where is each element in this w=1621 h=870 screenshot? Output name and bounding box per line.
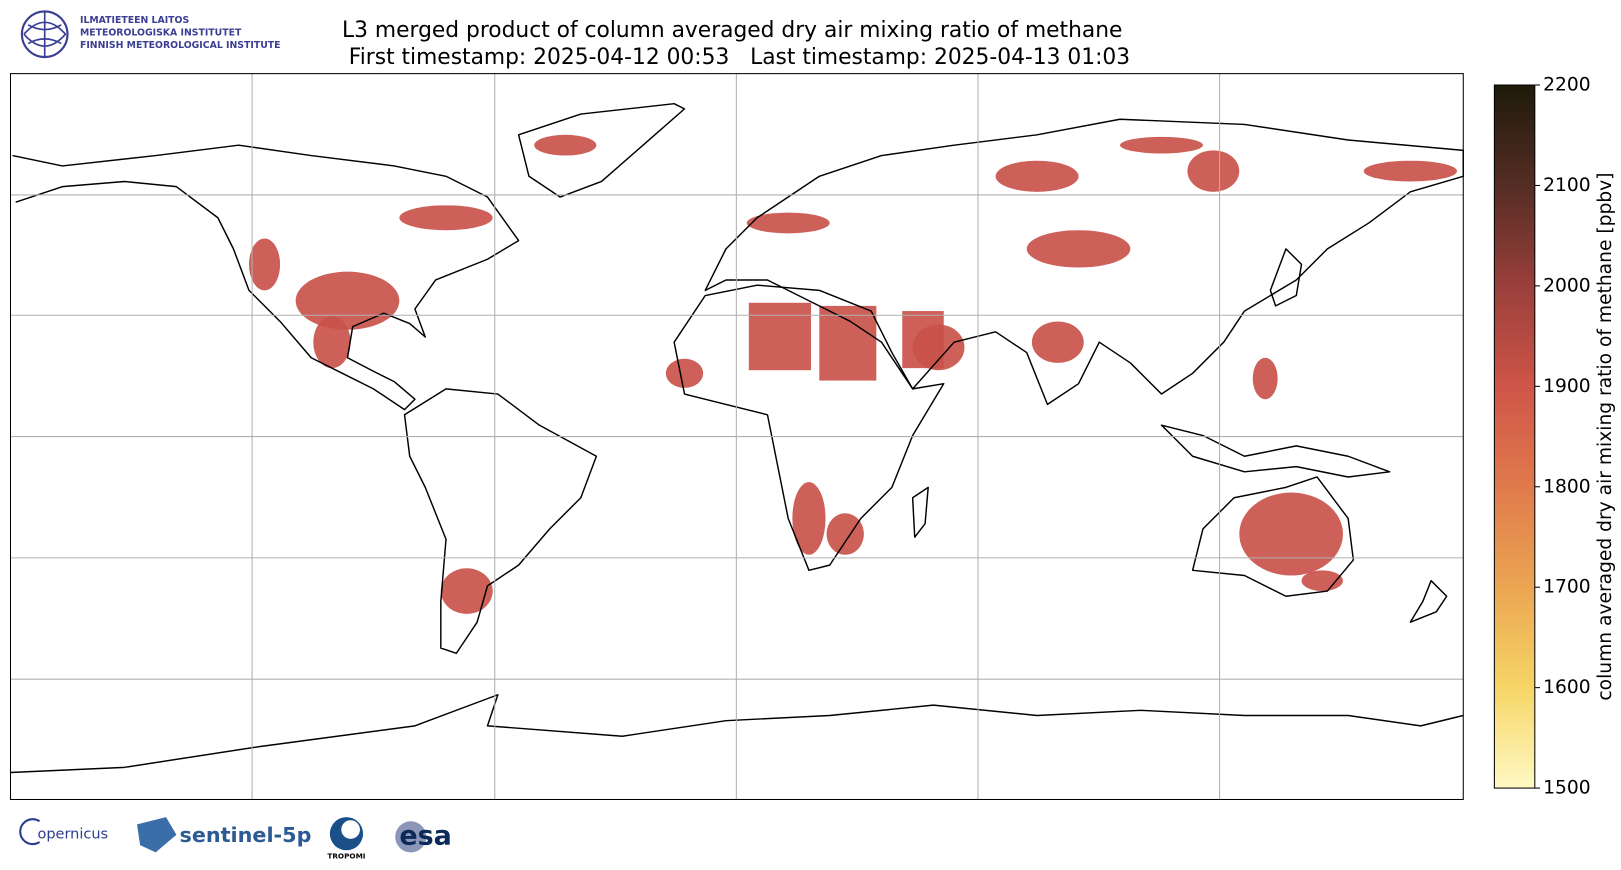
- methane-patch: [248, 238, 281, 291]
- methane-patch: [1120, 136, 1203, 154]
- logo-text: METEOROLOGISKA INSTITUTET: [80, 28, 242, 39]
- colorbar-tick-label: 1800: [1543, 476, 1590, 497]
- methane-patch: [826, 513, 864, 555]
- methane-patch: [399, 205, 493, 231]
- sentinel-mark: [137, 817, 177, 853]
- madagascar: [911, 486, 929, 538]
- methane-patch: [819, 305, 877, 381]
- tropomi-mark: [341, 820, 360, 839]
- colorbar-tick-label: 2100: [1543, 175, 1590, 196]
- colorbar-tick-label: 2200: [1543, 75, 1590, 96]
- methane-patch: [792, 482, 826, 555]
- title: L3 merged product of column averaged dry…: [342, 18, 1122, 43]
- logo-text: opernicus: [37, 827, 108, 843]
- graticule: [10, 73, 1464, 800]
- greenland: [517, 102, 686, 198]
- colorbar-tick-label: 1500: [1543, 778, 1590, 799]
- colorbar-ramp: [1493, 84, 1536, 789]
- indonesia: [1160, 424, 1391, 478]
- subtitle: First timestamp: 2025-04-12 00:53 Last t…: [349, 45, 1130, 70]
- australia: [1191, 476, 1355, 597]
- map: [9, 73, 1464, 801]
- logo-mark: [23, 11, 67, 58]
- methane-patch: [534, 134, 597, 156]
- footer-logos: opernicus sentinel-5p TROPOMI esa: [19, 817, 452, 861]
- colorbar: column averaged dry air mixing ratio of …: [1493, 75, 1616, 799]
- colorbar-label: column averaged dry air mixing ratio of …: [1595, 173, 1616, 701]
- coastlines: [10, 102, 1464, 774]
- methane-patch: [1252, 357, 1278, 400]
- methane-patch: [1187, 150, 1240, 192]
- methane-patch: [1026, 230, 1131, 268]
- antarctica: [10, 694, 1464, 774]
- methane-patch: [746, 212, 830, 234]
- logo-text: esa: [399, 820, 452, 851]
- methane-patch: [665, 358, 704, 388]
- japan: [1269, 248, 1303, 307]
- logo-text: FINNISH METEOROLOGICAL INSTITUTE: [80, 40, 281, 51]
- methane-patch: [748, 302, 812, 371]
- south-america: [403, 388, 598, 655]
- logo-text: ILMATIETEEN LAITOS: [80, 15, 189, 26]
- methane-patch: [912, 324, 965, 371]
- logo-text: TROPOMI: [327, 852, 365, 861]
- methane-patch: [1031, 321, 1084, 363]
- methane-patch: [1363, 160, 1458, 182]
- methane-patch: [440, 568, 493, 614]
- colorbar-tick-label: 1700: [1543, 577, 1590, 598]
- copernicus-mark: [19, 818, 41, 846]
- colorbar-tick-label: 1900: [1543, 376, 1590, 397]
- logo-text: sentinel-5p: [180, 823, 312, 847]
- methane-field: [248, 134, 1458, 614]
- colorbar-tick-label: 1600: [1543, 677, 1590, 698]
- methane-patch: [995, 160, 1079, 192]
- methane-patch: [313, 316, 351, 369]
- africa: [673, 284, 945, 572]
- map-frame: [9, 73, 1464, 801]
- methane-patch: [1239, 492, 1343, 576]
- eurasia: [704, 118, 1464, 406]
- fmi-logo: ILMATIETEEN LAITOS METEOROLOGISKA INSTIT…: [20, 10, 281, 59]
- north-america: [12, 144, 520, 411]
- esa-mark: [395, 821, 427, 853]
- new-zealand: [1409, 579, 1448, 623]
- colorbar-tick-label: 2000: [1543, 275, 1590, 296]
- methane-patch: [295, 271, 400, 330]
